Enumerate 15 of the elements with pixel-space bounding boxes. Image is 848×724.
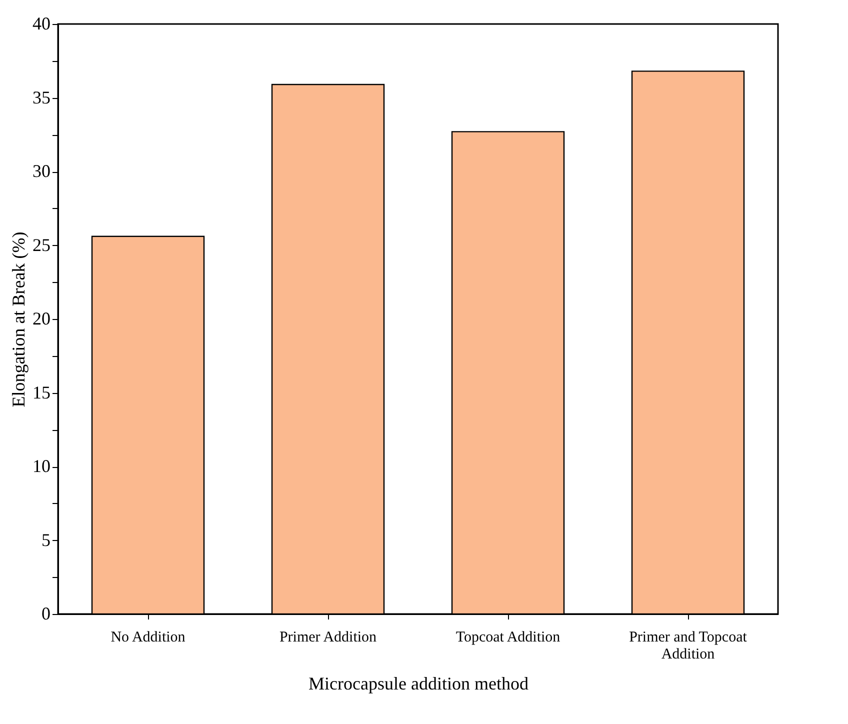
y-axis-title: Elongation at Break (%) xyxy=(8,232,28,408)
y-tick-label: 10 xyxy=(32,456,50,476)
y-tick-label: 5 xyxy=(42,530,50,550)
y-tick-label: 25 xyxy=(32,234,50,255)
x-tick-label: Primer Addition xyxy=(279,630,378,646)
x-tick-label: Primer and Topcoat Addition xyxy=(629,630,748,662)
y-tick-label: 40 xyxy=(32,14,50,34)
x-tick-label: No Addition xyxy=(110,630,186,646)
y-tick-label: 30 xyxy=(32,161,50,181)
y-tick-label: 20 xyxy=(32,308,50,328)
y-tick-label: 15 xyxy=(32,382,50,402)
y-tick-label: 0 xyxy=(42,604,50,624)
y-tick-label: 35 xyxy=(32,87,50,108)
x-axis-title: Microcapsule addition method xyxy=(308,674,528,694)
x-tick-label: Topcoat Addition xyxy=(456,630,561,646)
